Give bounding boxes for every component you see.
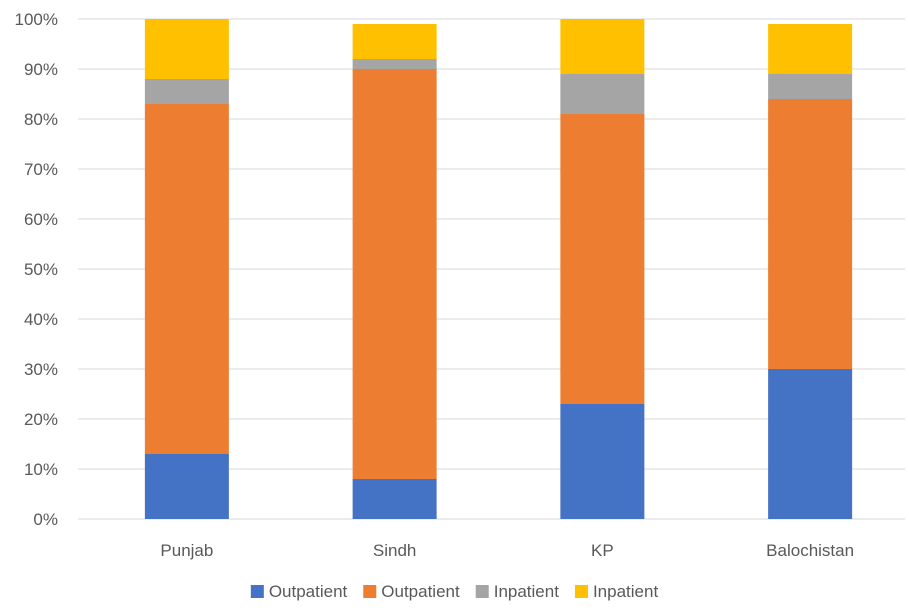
y-tick-label: 60% bbox=[24, 210, 58, 229]
x-tick-label: Punjab bbox=[160, 541, 213, 560]
x-tick-label: Sindh bbox=[373, 541, 416, 560]
bar-segment-1 bbox=[144, 454, 229, 519]
y-tick-label: 100% bbox=[15, 10, 58, 29]
legend-swatch bbox=[250, 585, 264, 598]
bar-segment-4 bbox=[144, 19, 229, 79]
legend-label: Inpatient bbox=[494, 582, 559, 601]
bar-segment-3 bbox=[560, 74, 645, 114]
legend-label: Outpatient bbox=[269, 582, 348, 601]
legend-swatch bbox=[475, 585, 489, 598]
legend: Outpatient Outpatient Inpatient Inpatient bbox=[250, 582, 658, 601]
legend-swatch bbox=[574, 585, 588, 598]
bar-segment-1 bbox=[768, 369, 853, 519]
bar-segment-3 bbox=[144, 79, 229, 104]
bar-segment-4 bbox=[352, 24, 437, 59]
y-tick-label: 80% bbox=[24, 110, 58, 129]
x-axis: Punjab Sindh KP Balochistan bbox=[160, 541, 854, 560]
bar-segment-2 bbox=[560, 114, 645, 404]
legend-label: Outpatient bbox=[381, 582, 460, 601]
y-axis: 0% 10% 20% 30% 40% 50% 60% 70% 80% 90% 100% bbox=[15, 10, 58, 529]
bar-segment-4 bbox=[768, 24, 853, 74]
x-tick-label: KP bbox=[591, 541, 614, 560]
bar-segment-1 bbox=[352, 479, 437, 519]
bar-segment-2 bbox=[352, 69, 437, 479]
legend-swatch bbox=[363, 585, 377, 598]
plot-area bbox=[144, 19, 853, 519]
bar-segment-4 bbox=[560, 19, 645, 74]
bar-segment-3 bbox=[768, 74, 853, 99]
y-tick-label: 90% bbox=[24, 60, 58, 79]
bar-segment-2 bbox=[144, 104, 229, 454]
x-tick-label: Balochistan bbox=[766, 541, 854, 560]
y-tick-label: 0% bbox=[33, 510, 58, 529]
y-tick-label: 40% bbox=[24, 310, 58, 329]
y-tick-label: 30% bbox=[24, 360, 58, 379]
legend-label: Inpatient bbox=[593, 582, 658, 601]
y-tick-label: 20% bbox=[24, 410, 58, 429]
bar-segment-1 bbox=[560, 404, 645, 519]
bar-segment-3 bbox=[352, 59, 437, 69]
y-tick-label: 70% bbox=[24, 160, 58, 179]
y-tick-label: 10% bbox=[24, 460, 58, 479]
y-tick-label: 50% bbox=[24, 260, 58, 279]
bar-segment-2 bbox=[768, 99, 853, 369]
